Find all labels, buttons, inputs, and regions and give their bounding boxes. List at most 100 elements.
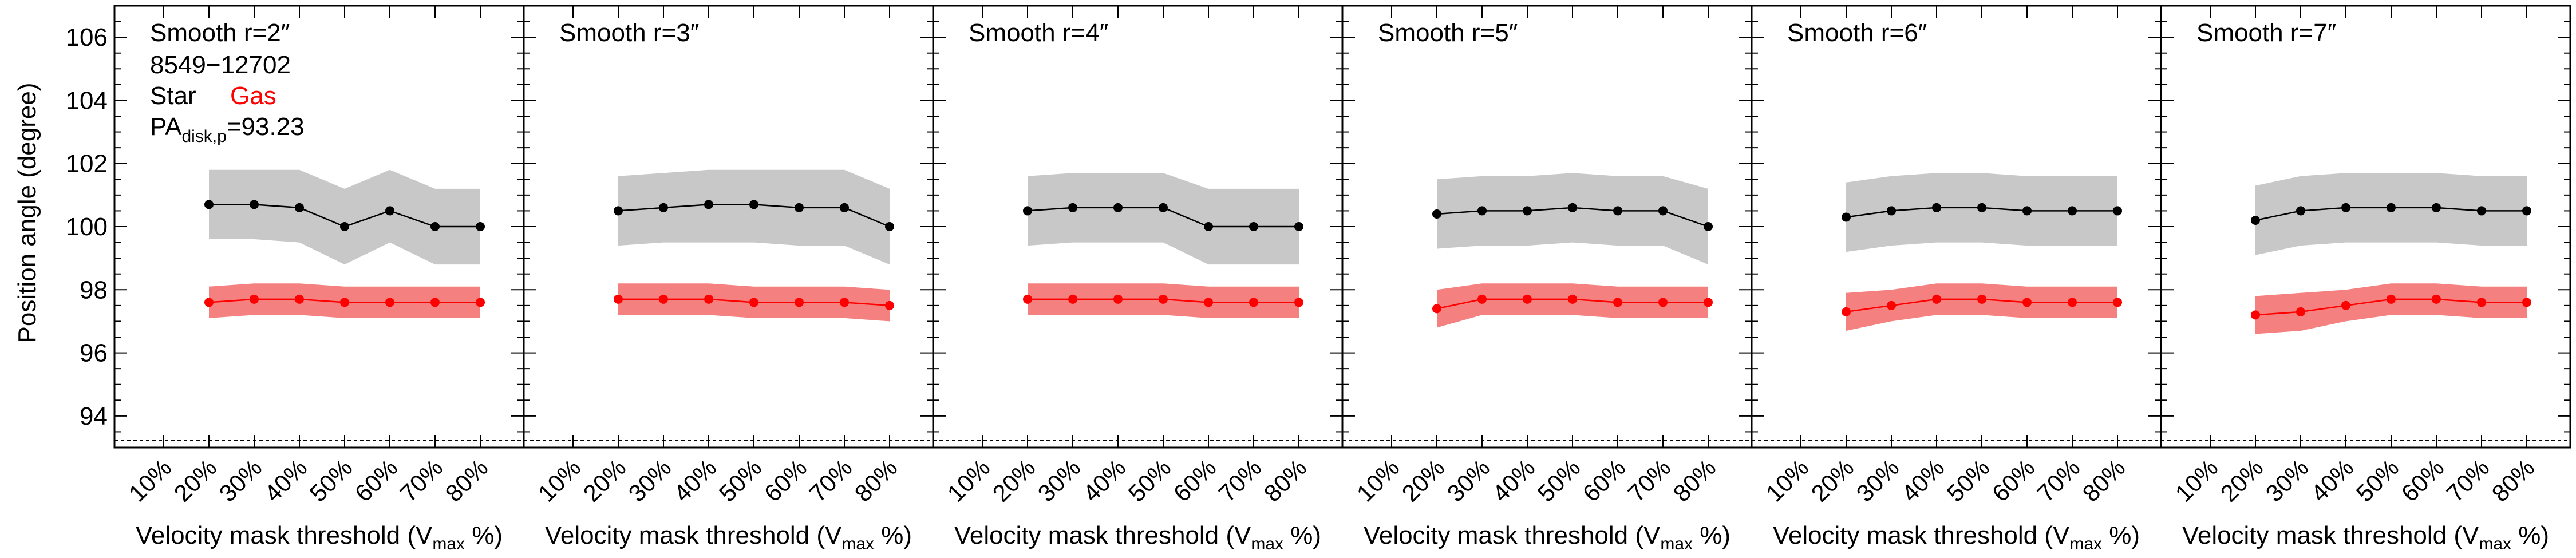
panel-title: Smooth r=7″	[2196, 19, 2336, 47]
star-data-point	[2522, 206, 2531, 216]
x-axis-label-tail: %)	[465, 521, 503, 549]
x-axis-label-subscript: max	[432, 535, 465, 553]
panel-title: Smooth r=4″	[969, 19, 1108, 47]
x-tick-label: 70%	[2441, 454, 2495, 507]
x-tick-label: 30%	[214, 454, 267, 507]
x-tick-label: 30%	[1442, 454, 1495, 507]
star-data-point	[1887, 206, 1896, 216]
x-tick-label: 80%	[2487, 454, 2540, 507]
star-data-point	[1977, 203, 1986, 212]
x-tick-label: 50%	[305, 454, 358, 507]
legend-star-label: Star	[150, 82, 196, 110]
gas-data-point	[2113, 298, 2122, 307]
gas-data-point	[1977, 294, 1986, 304]
gas-data-point	[1294, 298, 1303, 307]
star-uncertainty-band	[2255, 173, 2527, 255]
x-tick-label: 20%	[2215, 454, 2269, 507]
y-tick-label: 98	[80, 276, 108, 304]
star-data-point	[385, 206, 394, 216]
x-axis-label-subscript: max	[1251, 535, 1283, 553]
gas-data-point	[1068, 294, 1077, 304]
gas-data-point	[1523, 294, 1532, 304]
x-tick-label: 40%	[2306, 454, 2359, 507]
x-axis-label-subscript: max	[841, 535, 874, 553]
gas-data-point	[2068, 298, 2077, 307]
x-axis-label: Velocity mask threshold (Vmax %)	[2182, 521, 2549, 553]
gas-data-point	[1568, 294, 1577, 304]
gas-data-point	[1887, 300, 1896, 310]
star-data-point	[2296, 206, 2305, 216]
star-uncertainty-band	[1437, 173, 1708, 265]
x-tick-label: 30%	[1851, 454, 1905, 507]
star-data-point	[2387, 203, 2396, 212]
x-axis-label: Velocity mask threshold (Vmax %)	[545, 521, 912, 553]
star-data-point	[1658, 206, 1668, 216]
pa-prefix: PA	[150, 113, 182, 141]
x-axis-label-tail: %)	[1693, 521, 1730, 549]
star-data-point	[1023, 206, 1032, 216]
star-data-point	[340, 222, 349, 231]
star-data-point	[2432, 203, 2441, 212]
star-data-point	[749, 200, 758, 209]
x-tick-label: 20%	[1806, 454, 1859, 507]
gas-data-point	[2296, 307, 2305, 316]
gas-data-point	[204, 298, 214, 307]
x-axis-label-main: Velocity mask threshold (V	[954, 521, 1251, 549]
x-tick-label: 60%	[350, 454, 403, 507]
x-axis-label-subscript: max	[2479, 535, 2511, 553]
x-tick-label: 40%	[1487, 454, 1540, 507]
panels-group: 94969810010210410610%20%30%40%50%60%70%8…	[66, 5, 2571, 553]
x-tick-label: 60%	[2396, 454, 2449, 507]
chart-panel-3: 10%20%30%40%50%60%70%80% Smooth r=4″ Veloc…	[932, 5, 1344, 553]
gas-data-point	[840, 298, 849, 307]
x-tick-label: 70%	[1214, 454, 1267, 507]
star-data-point	[1294, 222, 1303, 231]
gas-data-point	[1249, 298, 1258, 307]
gas-uncertainty-band	[1437, 283, 1708, 328]
x-tick-label: 40%	[1078, 454, 1131, 507]
star-data-point	[476, 222, 485, 231]
x-axis-label-tail: %)	[1283, 521, 1321, 549]
pa-subscript: disk,p	[181, 127, 226, 146]
x-axis-label-subscript: max	[1660, 535, 1693, 553]
x-tick-label: 10%	[942, 454, 995, 507]
star-data-point	[840, 203, 849, 212]
x-tick-label: 70%	[395, 454, 448, 507]
x-axis-label-main: Velocity mask threshold (V	[136, 521, 433, 549]
x-tick-label: 50%	[1532, 454, 1586, 507]
x-tick-label: 70%	[1623, 454, 1676, 507]
x-tick-label: 60%	[1987, 454, 2040, 507]
gas-data-point	[885, 300, 894, 310]
gas-uncertainty-band	[2255, 283, 2527, 334]
gas-data-point	[1932, 294, 1941, 304]
star-data-point	[659, 203, 668, 212]
star-data-point	[2022, 206, 2032, 216]
star-uncertainty-band	[1028, 173, 1299, 265]
star-data-point	[2341, 203, 2350, 212]
x-axis-label-main: Velocity mask threshold (V	[1364, 521, 1661, 549]
x-tick-label: 60%	[1578, 454, 1631, 507]
star-data-point	[2113, 206, 2122, 216]
star-data-point	[2477, 206, 2486, 216]
star-uncertainty-band	[209, 169, 480, 265]
x-axis-label-main: Velocity mask threshold (V	[1773, 521, 2070, 549]
star-data-point	[1432, 209, 1441, 219]
gas-data-point	[1704, 298, 1713, 307]
x-tick-label: 50%	[1123, 454, 1176, 507]
x-tick-label: 40%	[259, 454, 313, 507]
x-tick-label: 50%	[1942, 454, 1995, 507]
x-tick-label: 40%	[1897, 454, 1950, 507]
star-uncertainty-band	[618, 169, 890, 265]
x-tick-label: 10%	[1761, 454, 1814, 507]
panel-title: Smooth r=6″	[1787, 19, 1927, 47]
x-axis-label-tail: %)	[2511, 521, 2549, 549]
panel-title: Smooth r=3″	[559, 19, 699, 47]
gas-data-point	[614, 294, 623, 304]
x-tick-label: 20%	[1397, 454, 1450, 507]
gas-data-point	[385, 298, 394, 307]
star-data-point	[2068, 206, 2077, 216]
star-data-point	[1477, 206, 1487, 216]
x-axis-label: Velocity mask threshold (Vmax %)	[136, 521, 503, 553]
x-tick-label: 60%	[1168, 454, 1222, 507]
